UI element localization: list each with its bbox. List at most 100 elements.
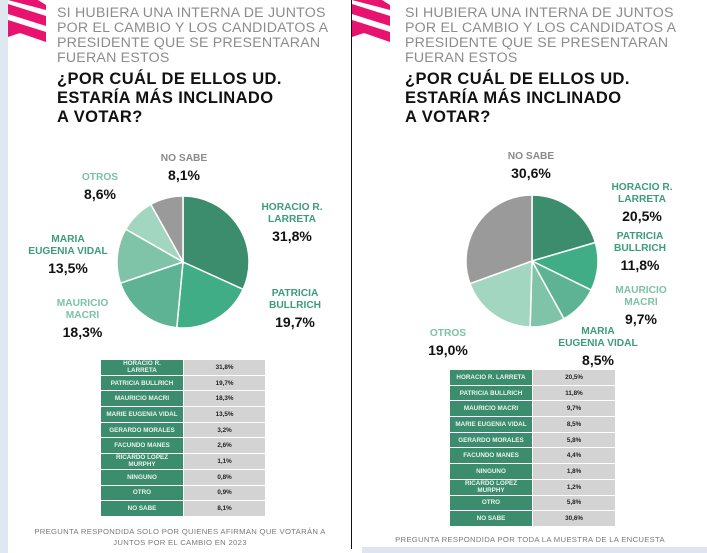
candidate-name: NINGUNO bbox=[450, 464, 533, 480]
table-row: HORACIO R. LARRETA 31,8% bbox=[101, 360, 265, 376]
candidate-name: FACUNDO MANES bbox=[450, 448, 533, 465]
pie-label-name: NO SABE bbox=[507, 151, 555, 162]
candidate-value: 11,8% bbox=[533, 385, 615, 402]
pie-label-macri: MAURICIO MACRI 18,3% bbox=[45, 298, 120, 341]
footnote: PREGUNTA RESPONDIDA POR TODA LA MUESTRA … bbox=[395, 535, 665, 544]
candidate-value: 8,5% bbox=[533, 417, 615, 433]
pie-label-pct: 9,7% bbox=[625, 311, 657, 327]
candidate-value: 0,9% bbox=[184, 485, 265, 502]
candidate-name: HORACIO R. LARRETA bbox=[101, 360, 184, 376]
pie-label-vidal: MARIA EUGENIA VIDAL 13,5% bbox=[18, 234, 118, 277]
page-edge bbox=[0, 0, 8, 553]
candidate-value: 18,3% bbox=[184, 391, 265, 408]
candidate-value: 2,6% bbox=[184, 438, 265, 455]
table-row: RICARDO LÓPEZ MURPHY 1,2% bbox=[450, 479, 615, 496]
pie-label-macri: MAURICIO MACRI 9,7% bbox=[606, 285, 676, 328]
candidate-value: 1,2% bbox=[533, 479, 615, 496]
pie-label-no-sabe: NO SABE 8,1% bbox=[149, 153, 219, 184]
pie-label-otros: OTROS 19,0% bbox=[418, 328, 478, 359]
question-intro: SI HUBIERA UNA INTERNA DE JUNTOS POR EL … bbox=[57, 5, 329, 66]
table-row: HORACIO R. LARRETA 20,5% bbox=[450, 370, 615, 386]
candidate-value: 4,4% bbox=[533, 448, 615, 465]
candidate-value: 0,8% bbox=[184, 469, 265, 486]
candidate-value: 5,8% bbox=[533, 432, 615, 449]
candidate-value: 31,8% bbox=[184, 360, 265, 376]
results-table-right: HORACIO R. LARRETA 20,5% PATRICIA BULLRICH… bbox=[450, 370, 615, 527]
pie-label-name: MARIA EUGENIA VIDAL bbox=[558, 326, 638, 349]
table-row: NO SABE 8,1% bbox=[101, 501, 265, 517]
pie-label-pct: 18,3% bbox=[62, 324, 103, 340]
slice-no-sabe bbox=[465, 194, 533, 285]
candidate-name: PATRICIA BULLRICH bbox=[101, 375, 184, 392]
candidate-name: OTRO bbox=[450, 495, 533, 512]
pie-label-name: HORACIO R. LARRETA bbox=[261, 202, 323, 225]
candidate-name: NO SABE bbox=[101, 501, 184, 517]
pie-label-vidal: MARIA EUGENIA VIDAL 8,5% bbox=[548, 326, 648, 369]
table-row: GERARDO MORALES 5,8% bbox=[450, 432, 615, 449]
candidate-value: 1,8% bbox=[533, 464, 615, 480]
pie-label-pct: 19,7% bbox=[275, 314, 315, 330]
pie-label-pct: 8,5% bbox=[582, 352, 614, 368]
candidate-value: 30,6% bbox=[533, 511, 615, 527]
pie-label-larreta: HORACIO R. LARRETA 31,8% bbox=[252, 202, 332, 245]
pie-label-name: OTROS bbox=[429, 328, 467, 339]
table-row: MAURICIO MACRI 18,3% bbox=[101, 391, 265, 408]
candidate-name: FACUNDO MANES bbox=[101, 438, 184, 455]
candidate-name: NINGUNO bbox=[101, 469, 184, 486]
slice-bullrich bbox=[175, 260, 245, 329]
candidate-value: 8,1% bbox=[184, 501, 265, 517]
candidate-value: 13,5% bbox=[184, 407, 265, 423]
pie-label-pct: 13,5% bbox=[48, 260, 88, 276]
pie-label-name: MAURICIO MACRI bbox=[56, 298, 109, 321]
slice-larreta bbox=[182, 195, 250, 291]
pie-label-no-sabe: NO SABE 30,6% bbox=[495, 151, 567, 182]
pie-label-pct: 30,6% bbox=[511, 165, 551, 181]
pie-label-bullrich: PATRICIA BULLRICH 11,8% bbox=[605, 231, 675, 274]
panel-divider bbox=[351, 0, 352, 549]
table-row: OTRO 0,9% bbox=[101, 485, 265, 502]
table-row: RICARDO LÓPEZ MURPHY 1,1% bbox=[101, 454, 265, 470]
question-intro: SI HUBIERA UNA INTERNA DE JUNTOS POR EL … bbox=[405, 5, 677, 66]
brand-stripes-icon bbox=[352, 0, 390, 42]
pie-label-name: HORACIO R. LARRETA bbox=[611, 182, 673, 205]
pie-label-pct: 11,8% bbox=[620, 257, 660, 273]
pie-label-name: OTROS bbox=[81, 172, 119, 183]
page-edge-bottom bbox=[362, 547, 707, 553]
candidate-name: PATRICIA BULLRICH bbox=[450, 385, 533, 402]
candidate-name: NO SABE bbox=[450, 511, 533, 527]
pie-label-otros: OTROS 8,6% bbox=[70, 172, 130, 203]
results-table-left: HORACIO R. LARRETA 31,8% PATRICIA BULLRICH… bbox=[101, 360, 265, 517]
table-row: PATRICIA BULLRICH 11,8% bbox=[450, 385, 615, 402]
pie-label-larreta: HORACIO R. LARRETA 20,5% bbox=[602, 182, 682, 225]
table-row: NO SABE 30,6% bbox=[450, 511, 615, 527]
candidate-name: MARIE EUGENIA VIDAL bbox=[450, 417, 533, 433]
table-row: NINGUNO 0,8% bbox=[101, 469, 265, 486]
table-row: GERARDO MORALES 3,2% bbox=[101, 422, 265, 439]
candidate-name: OTRO bbox=[101, 485, 184, 502]
pie-label-name: PATRICIA BULLRICH bbox=[613, 231, 667, 254]
pie-label-bullrich: PATRICIA BULLRICH 19,7% bbox=[255, 288, 335, 331]
brand-stripes-icon bbox=[8, 0, 46, 42]
pie-chart-right bbox=[465, 194, 599, 328]
candidate-value: 20,5% bbox=[533, 370, 615, 386]
table-row: OTRO 5,8% bbox=[450, 495, 615, 512]
question-title: ¿POR CUÁL DE ELLOS UD. ESTARÍA MÁS INCLI… bbox=[57, 70, 282, 126]
candidate-value: 1,1% bbox=[184, 454, 265, 470]
slice-otros bbox=[469, 259, 533, 328]
pie-label-pct: 8,6% bbox=[84, 186, 116, 202]
table-row: NINGUNO 1,8% bbox=[450, 464, 615, 480]
pie-label-pct: 8,1% bbox=[168, 167, 200, 183]
slice-larreta bbox=[531, 194, 597, 263]
candidate-value: 19,7% bbox=[184, 375, 265, 392]
candidate-name: RICARDO LÓPEZ MURPHY bbox=[450, 479, 533, 496]
slice-no-sabe bbox=[149, 195, 184, 265]
table-row: MAURICIO MACRI 9,7% bbox=[450, 401, 615, 418]
candidate-name: HORACIO R. LARRETA bbox=[450, 370, 533, 386]
question-title: ¿POR CUÁL DE ELLOS UD. ESTARÍA MÁS INCLI… bbox=[405, 70, 630, 126]
candidate-value: 9,7% bbox=[533, 401, 615, 418]
candidate-value: 5,8% bbox=[533, 495, 615, 512]
pie-label-pct: 20,5% bbox=[622, 208, 662, 224]
table-row: FACUNDO MANES 2,6% bbox=[101, 438, 265, 455]
pie-label-pct: 19,0% bbox=[428, 342, 468, 358]
footnote: PREGUNTA RESPONDIDA SOLO POR QUIENES AFI… bbox=[34, 527, 326, 547]
